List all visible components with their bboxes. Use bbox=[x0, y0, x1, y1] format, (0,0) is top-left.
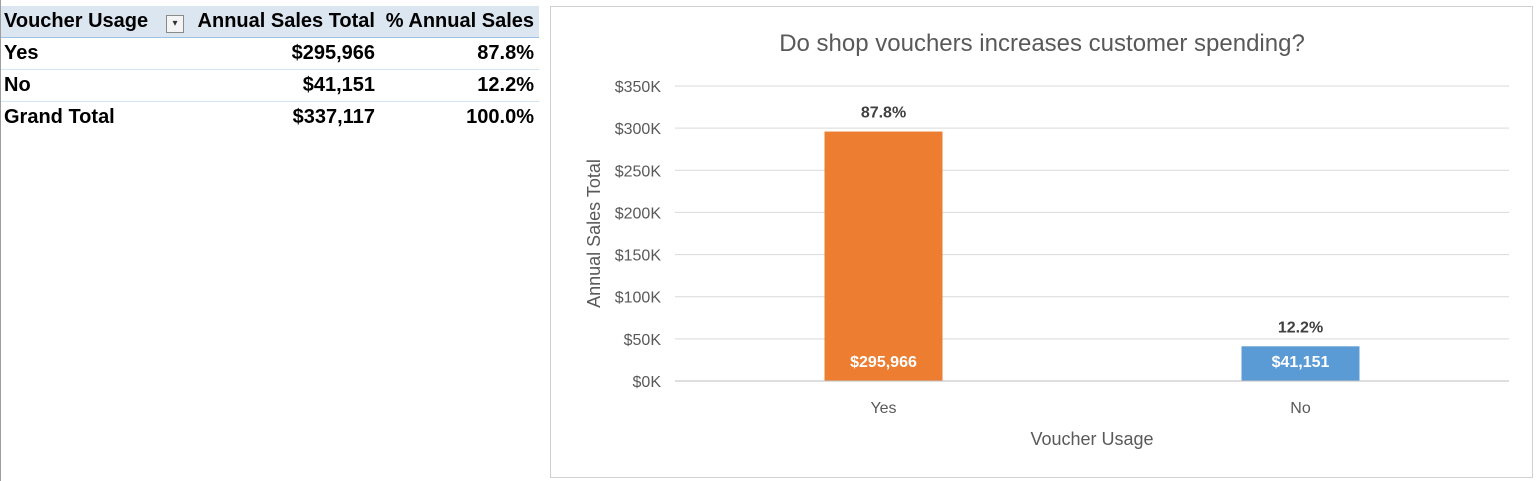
y-axis-label: Annual Sales Total bbox=[584, 159, 604, 308]
row-pct[interactable]: 87.8% bbox=[477, 42, 534, 64]
chart-title: Do shop vouchers increases customer spen… bbox=[779, 30, 1305, 57]
x-axis-label: Voucher Usage bbox=[1030, 429, 1153, 449]
header-voucher-usage[interactable]: Voucher Usage bbox=[4, 10, 149, 32]
row-total[interactable]: $41,151 bbox=[302, 74, 375, 96]
grand-total-pct[interactable]: 100.0% bbox=[466, 106, 534, 128]
header-annual-sales-total[interactable]: Annual Sales Total bbox=[197, 10, 375, 32]
grand-total-row[interactable]: Grand Total $337,117 100.0% bbox=[1, 102, 539, 133]
grand-total-value[interactable]: $337,117 bbox=[292, 106, 375, 128]
grand-total-label[interactable]: Grand Total bbox=[4, 106, 115, 128]
y-tick-label: $200K bbox=[615, 205, 662, 222]
bar-yes bbox=[824, 131, 943, 381]
bar-percent-label: 87.8% bbox=[861, 105, 906, 122]
row-label[interactable]: No bbox=[4, 74, 31, 96]
y-tick-label: $100K bbox=[615, 290, 662, 307]
y-tick-label: $50K bbox=[624, 332, 662, 349]
table-row[interactable]: No $41,151 12.2% bbox=[1, 70, 539, 102]
y-tick-label: $300K bbox=[615, 121, 662, 138]
bar-value-label: $41,151 bbox=[1272, 354, 1330, 371]
bar-chart[interactable]: Do shop vouchers increases customer spen… bbox=[551, 7, 1532, 477]
filter-dropdown-icon[interactable]: ▾ bbox=[166, 15, 184, 33]
bar-no bbox=[1241, 346, 1360, 381]
y-tick-label: $250K bbox=[615, 163, 662, 180]
bar-value-label: $295,966 bbox=[850, 354, 917, 371]
row-total[interactable]: $295,966 bbox=[291, 42, 375, 64]
pivot-table: Voucher Usage ▾ Annual Sales Total % Ann… bbox=[1, 6, 539, 133]
y-tick-label: $150K bbox=[615, 248, 662, 265]
table-row[interactable]: Yes $295,966 87.8% bbox=[1, 38, 539, 70]
row-pct[interactable]: 12.2% bbox=[477, 74, 534, 96]
chart-container[interactable]: Do shop vouchers increases customer spen… bbox=[550, 6, 1533, 478]
bar-percent-label: 12.2% bbox=[1278, 319, 1323, 336]
x-tick-label: Yes bbox=[870, 400, 896, 417]
x-tick-label: No bbox=[1290, 400, 1311, 417]
y-tick-label: $0K bbox=[633, 374, 662, 391]
row-label[interactable]: Yes bbox=[4, 42, 39, 64]
sheet-left-border bbox=[0, 0, 1, 481]
header-pct-annual-sales[interactable]: % Annual Sales bbox=[385, 10, 534, 32]
pivot-header-row: Voucher Usage ▾ Annual Sales Total % Ann… bbox=[1, 6, 539, 38]
y-tick-label: $350K bbox=[615, 79, 662, 96]
